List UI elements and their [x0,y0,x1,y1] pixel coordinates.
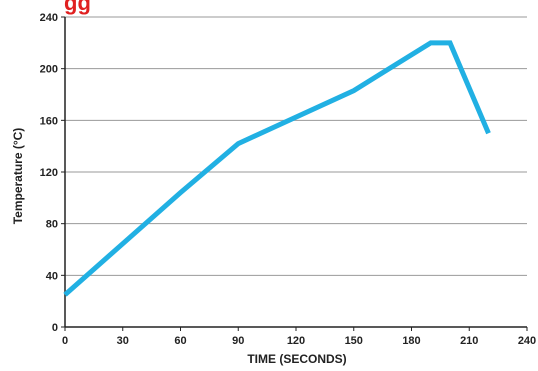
series-line-0 [63,40,491,297]
y-tick-label: 120 [40,167,58,179]
y-tick-labels: 0 40 80 120 160 200 240 [40,12,58,334]
chart-title-fragment: gg [64,0,91,15]
x-tick-label: 240 [518,335,536,347]
x-tick-label: 90 [232,335,244,347]
x-tick-label: 210 [460,335,478,347]
y-tick-label: 160 [40,115,58,127]
y-tick-label: 200 [40,64,58,76]
y-tick-label: 40 [46,270,58,282]
x-tick-label: 150 [345,335,363,347]
y-tick-label: 0 [52,322,58,334]
x-tick-label: 120 [287,335,305,347]
x-tick-label: 30 [117,335,129,347]
x-tick-label: 180 [402,335,420,347]
series [63,40,491,297]
y-axis-title: Temperature (°C) [11,128,25,225]
x-tick-label: 0 [62,335,68,347]
x-tick-label: 60 [174,335,186,347]
x-tick-labels: 0 30 60 90 120 150 180 210 240 [62,335,536,347]
axes [61,16,528,331]
x-axis-title: TIME (SECONDS) [247,352,346,366]
y-tick-label: 240 [40,12,58,24]
y-tick-label: 80 [46,219,58,231]
